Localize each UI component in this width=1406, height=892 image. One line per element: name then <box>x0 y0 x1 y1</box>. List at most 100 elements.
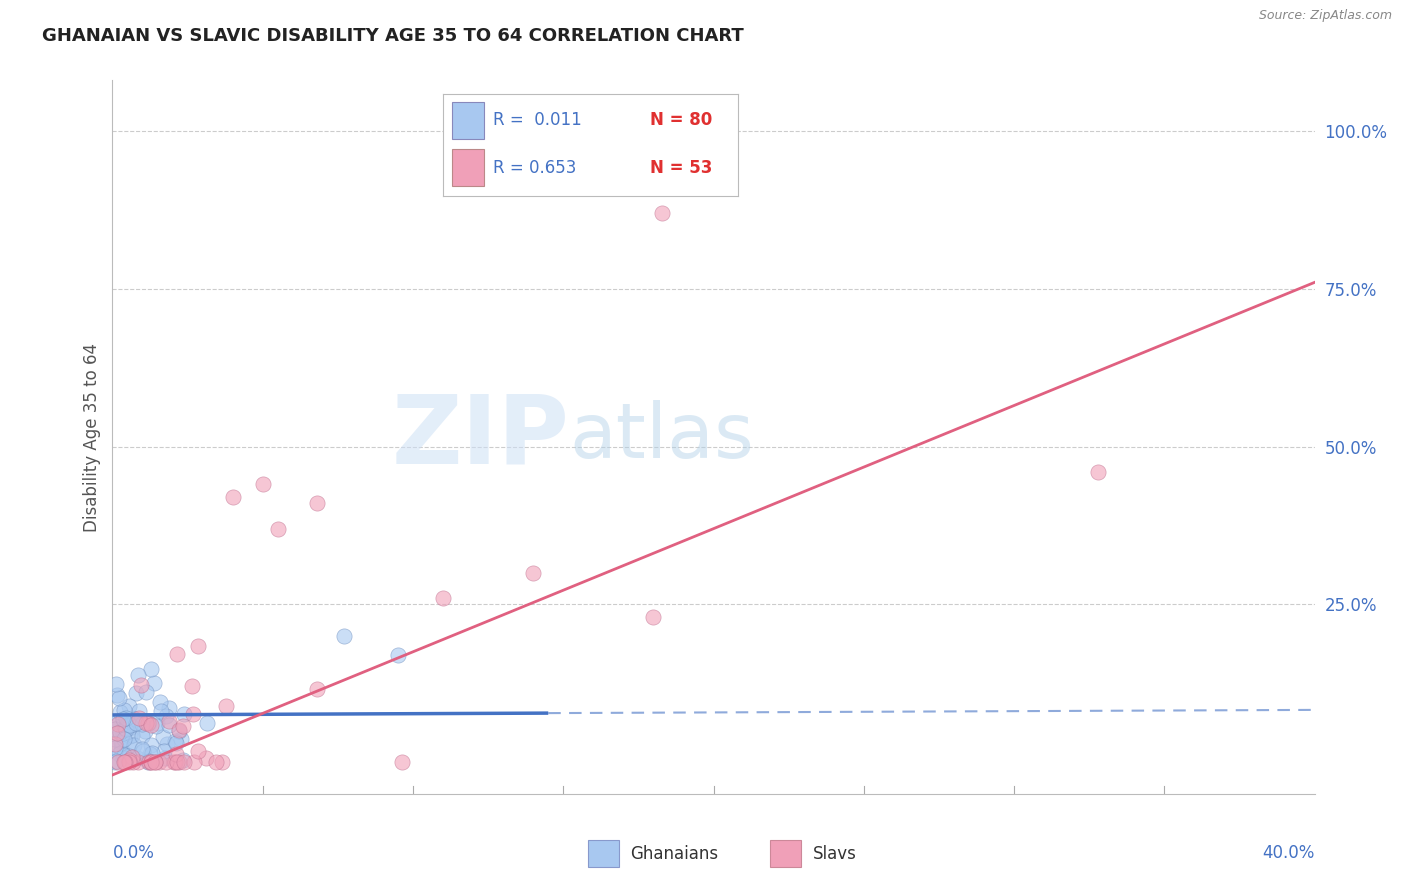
Point <box>195 750 218 764</box>
Text: 40.0%: 40.0% <box>1263 844 1315 862</box>
Point <box>139 661 162 675</box>
Point <box>107 756 129 770</box>
Text: Slavs: Slavs <box>813 845 856 863</box>
Point <box>172 753 194 767</box>
Point <box>112 717 135 731</box>
Text: Ghanaians: Ghanaians <box>630 845 718 863</box>
Point <box>110 734 132 748</box>
Point <box>105 714 128 728</box>
Point <box>121 711 143 725</box>
Point <box>138 747 160 761</box>
Bar <box>451 102 484 139</box>
Point <box>118 721 141 735</box>
Point <box>131 729 153 743</box>
Point <box>108 724 131 739</box>
Point <box>152 730 174 744</box>
Point <box>165 736 187 750</box>
Point <box>141 746 163 760</box>
Point <box>125 716 148 731</box>
Point <box>167 723 190 737</box>
Point <box>120 729 142 743</box>
Point <box>138 756 160 770</box>
Point <box>163 756 186 770</box>
Point <box>112 703 135 717</box>
Point <box>183 756 205 770</box>
Point <box>169 756 191 770</box>
Point <box>114 721 136 735</box>
Point <box>643 610 665 624</box>
Point <box>522 566 544 580</box>
Point <box>145 719 167 733</box>
Point <box>181 706 204 721</box>
Point <box>125 686 148 700</box>
Point <box>157 714 180 729</box>
Point <box>132 743 155 757</box>
Point <box>187 744 209 758</box>
Point <box>134 723 156 738</box>
Point <box>136 755 159 769</box>
Point <box>118 748 141 763</box>
Point <box>135 715 157 730</box>
Point <box>150 704 173 718</box>
Point <box>129 715 152 730</box>
Point <box>651 206 673 220</box>
Point <box>112 712 135 726</box>
Point <box>112 756 135 770</box>
Point <box>104 722 127 736</box>
Text: R =  0.011: R = 0.011 <box>494 112 582 129</box>
Point <box>125 750 148 764</box>
Point <box>169 724 191 739</box>
Point <box>155 756 177 770</box>
Text: R = 0.653: R = 0.653 <box>494 159 576 177</box>
Point <box>173 756 195 770</box>
Point <box>118 718 141 732</box>
Point <box>104 754 127 768</box>
Point <box>180 680 202 694</box>
Point <box>305 682 328 697</box>
Point <box>110 741 132 756</box>
Point <box>105 725 128 739</box>
Point <box>149 695 172 709</box>
Point <box>110 744 132 758</box>
Point <box>131 741 153 756</box>
Point <box>163 733 186 747</box>
Point <box>127 668 149 682</box>
Point <box>166 756 188 770</box>
Point <box>222 490 245 504</box>
Point <box>139 738 162 752</box>
Text: N = 53: N = 53 <box>650 159 711 177</box>
Point <box>215 698 238 713</box>
Point <box>156 737 179 751</box>
Point <box>163 756 186 770</box>
Y-axis label: Disability Age 35 to 64: Disability Age 35 to 64 <box>83 343 101 532</box>
Point <box>172 719 194 733</box>
Point <box>122 717 145 731</box>
Point <box>138 754 160 768</box>
Point <box>148 756 170 770</box>
Point <box>115 722 138 736</box>
Point <box>104 740 127 755</box>
Text: N = 80: N = 80 <box>650 112 711 129</box>
Point <box>104 732 127 747</box>
Point <box>121 750 143 764</box>
Point <box>127 755 149 769</box>
Point <box>141 718 163 732</box>
Point <box>112 731 135 746</box>
Bar <box>588 840 619 867</box>
Point <box>104 755 127 769</box>
Point <box>195 716 218 731</box>
Point <box>110 736 132 750</box>
Point <box>121 728 143 742</box>
Point <box>138 716 160 731</box>
Text: atlas: atlas <box>569 401 754 474</box>
Point <box>118 753 141 767</box>
Point <box>136 715 159 730</box>
Point <box>432 591 454 606</box>
Point <box>145 716 167 731</box>
Point <box>111 725 134 739</box>
Point <box>124 712 146 726</box>
Point <box>122 739 145 753</box>
Point <box>143 756 166 770</box>
Point <box>122 756 145 770</box>
Point <box>267 522 290 536</box>
